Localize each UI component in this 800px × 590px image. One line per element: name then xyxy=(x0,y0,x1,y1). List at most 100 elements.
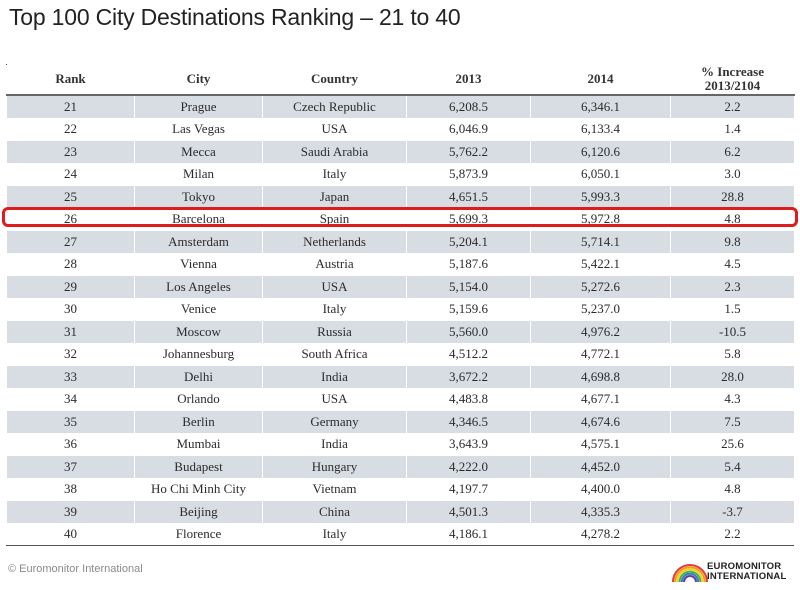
cell-city: Barcelona xyxy=(134,207,263,231)
cell-country: Italy xyxy=(262,297,407,321)
table-row: 30 Venice Italy 5,159.6 5,237.0 1.5 xyxy=(6,297,795,321)
cell-y2013: 5,873.9 xyxy=(406,162,531,186)
logo-line1: EUROMONITOR xyxy=(707,561,782,572)
cell-rank: 34 xyxy=(6,387,135,411)
cell-y2013: 3,672.2 xyxy=(406,365,531,389)
cell-increase: 4.8 xyxy=(670,477,795,501)
logo-wordmark: EUROMONITOR INTERNATIONAL xyxy=(707,562,786,582)
cell-y2014: 4,677.1 xyxy=(530,387,671,411)
cell-y2014: 5,422.1 xyxy=(530,252,671,276)
euromonitor-logo: EUROMONITOR INTERNATIONAL xyxy=(672,560,792,584)
cell-country: Czech Republic xyxy=(262,94,407,119)
cell-city: Vienna xyxy=(134,252,263,276)
cell-y2013: 5,762.2 xyxy=(406,140,531,164)
cell-city: Tokyo xyxy=(134,185,263,209)
cell-country: Hungary xyxy=(262,455,407,479)
cell-y2014: 6,133.4 xyxy=(530,117,671,141)
cell-y2014: 4,575.1 xyxy=(530,432,671,456)
table-row: 24 Milan Italy 5,873.9 6,050.1 3.0 xyxy=(6,162,795,186)
cell-country: Italy xyxy=(262,522,407,546)
cell-y2013: 4,501.3 xyxy=(406,500,531,524)
cell-y2013: 3,643.9 xyxy=(406,432,531,456)
logo-arc xyxy=(678,570,702,582)
table-row: 23 Mecca Saudi Arabia 5,762.2 6,120.6 6.2 xyxy=(6,140,795,164)
cell-increase: 3.0 xyxy=(670,162,795,186)
table-row: 28 Vienna Austria 5,187.6 5,422.1 4.5 xyxy=(6,252,795,276)
cell-country: USA xyxy=(262,275,407,299)
cell-country: China xyxy=(262,500,407,524)
table-row: 39 Beijing China 4,501.3 4,335.3 -3.7 xyxy=(6,500,795,524)
header-city: City xyxy=(134,64,263,96)
cell-y2014: 4,772.1 xyxy=(530,342,671,366)
cell-city: Venice xyxy=(134,297,263,321)
table-row: 38 Ho Chi Minh City Vietnam 4,197.7 4,400.0 4… xyxy=(6,477,795,501)
cell-city: Berlin xyxy=(134,410,263,434)
euromonitor-rainbow-logo-icon xyxy=(672,564,708,582)
cell-country: Japan xyxy=(262,185,407,209)
cell-y2014: 4,452.0 xyxy=(530,455,671,479)
cell-city: Florence xyxy=(134,522,263,546)
cell-city: Budapest xyxy=(134,455,263,479)
cell-rank: 37 xyxy=(6,455,135,479)
cell-increase: 28.8 xyxy=(670,185,795,209)
table-bottom-rule xyxy=(6,545,794,546)
cell-y2014: 4,335.3 xyxy=(530,500,671,524)
cell-y2013: 5,699.3 xyxy=(406,207,531,231)
cell-y2014: 4,976.2 xyxy=(530,320,671,344)
table-row: 29 Los Angeles USA 5,154.0 5,272.6 2.3 xyxy=(6,275,795,299)
cell-increase: 25.6 xyxy=(670,432,795,456)
cell-rank: 30 xyxy=(6,297,135,321)
cell-y2014: 4,674.6 xyxy=(530,410,671,434)
cell-rank: 38 xyxy=(6,477,135,501)
cell-rank: 35 xyxy=(6,410,135,434)
cell-y2013: 4,197.7 xyxy=(406,477,531,501)
cell-increase: 2.3 xyxy=(670,275,795,299)
header-increase-line2: 2013/2104 xyxy=(704,78,761,93)
cell-y2013: 5,154.0 xyxy=(406,275,531,299)
cell-y2013: 5,187.6 xyxy=(406,252,531,276)
cell-rank: 32 xyxy=(6,342,135,366)
cell-rank: 22 xyxy=(6,117,135,141)
cell-increase: 9.8 xyxy=(670,230,795,254)
table-row: 35 Berlin Germany 4,346.5 4,674.6 7.5 xyxy=(6,410,795,434)
cell-country: Netherlands xyxy=(262,230,407,254)
copyright-notice: © Euromonitor International xyxy=(8,563,143,575)
table-row: 34 Orlando USA 4,483.8 4,677.1 4.3 xyxy=(6,387,795,411)
cell-y2014: 6,050.1 xyxy=(530,162,671,186)
table-row: 40 Florence Italy 4,186.1 4,278.2 2.2 xyxy=(6,522,795,546)
cell-country: India xyxy=(262,365,407,389)
cell-y2013: 5,560.0 xyxy=(406,320,531,344)
cell-y2014: 6,346.1 xyxy=(530,94,671,119)
cell-city: Orlando xyxy=(134,387,263,411)
table-row: 37 Budapest Hungary 4,222.0 4,452.0 5.4 xyxy=(6,455,795,479)
cell-y2014: 6,120.6 xyxy=(530,140,671,164)
cell-y2013: 5,159.6 xyxy=(406,297,531,321)
cell-city: Las Vegas xyxy=(134,117,263,141)
cell-rank: 21 xyxy=(6,94,135,119)
cell-y2014: 5,972.8 xyxy=(530,207,671,231)
logo-arc xyxy=(672,564,708,582)
table-row: 36 Mumbai India 3,643.9 4,575.1 25.6 xyxy=(6,432,795,456)
cell-y2013: 4,222.0 xyxy=(406,455,531,479)
header-increase: % Increase 2013/2104 xyxy=(670,64,795,96)
cell-city: Milan xyxy=(134,162,263,186)
cell-country: South Africa xyxy=(262,342,407,366)
cell-country: Spain xyxy=(262,207,407,231)
cell-y2014: 5,237.0 xyxy=(530,297,671,321)
cell-increase: -10.5 xyxy=(670,320,795,344)
cell-city: Ho Chi Minh City xyxy=(134,477,263,501)
cell-country: Italy xyxy=(262,162,407,186)
cell-city: Delhi xyxy=(134,365,263,389)
cell-increase: -3.7 xyxy=(670,500,795,524)
cell-increase: 5.8 xyxy=(670,342,795,366)
cell-city: Mumbai xyxy=(134,432,263,456)
cell-increase: 1.5 xyxy=(670,297,795,321)
cell-country: India xyxy=(262,432,407,456)
header-increase-line1: % Increase xyxy=(701,64,764,79)
cell-increase: 1.4 xyxy=(670,117,795,141)
table-header-row: Rank City Country 2013 2014 % Increase 2… xyxy=(6,64,795,96)
cell-y2014: 4,698.8 xyxy=(530,365,671,389)
cell-city: Johannesburg xyxy=(134,342,263,366)
logo-arc xyxy=(680,572,700,582)
cell-increase: 7.5 xyxy=(670,410,795,434)
